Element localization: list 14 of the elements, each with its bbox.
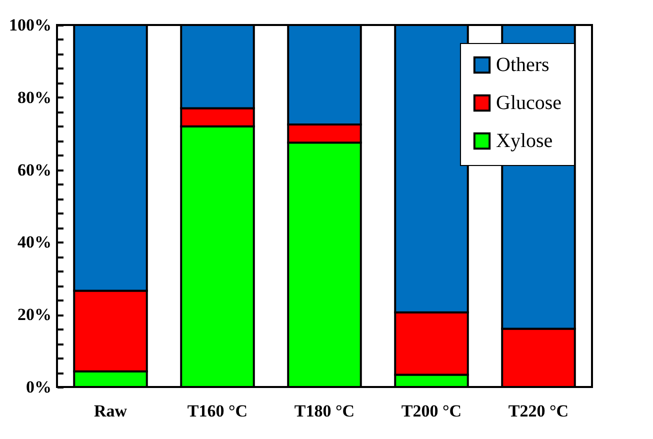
legend-label: Glucose bbox=[496, 92, 562, 114]
legend-label: Xylose bbox=[496, 130, 553, 152]
y-tick-label: 100% bbox=[9, 16, 52, 34]
y-tick-label: 20% bbox=[18, 305, 52, 324]
y-tick-label: 60% bbox=[18, 160, 52, 180]
x-tick-label: T220 °C bbox=[508, 402, 569, 420]
x-tick-label: Raw bbox=[94, 402, 128, 420]
x-tick-label: T160 °C bbox=[187, 402, 248, 420]
x-tick-label: T180 °C bbox=[294, 402, 355, 420]
y-tick-label: 0% bbox=[26, 378, 52, 396]
legend-label: Others bbox=[496, 54, 550, 76]
y-tick-label: 40% bbox=[18, 232, 52, 252]
x-tick-label: T200 °C bbox=[401, 402, 462, 420]
y-tick-label: 80% bbox=[18, 88, 52, 107]
